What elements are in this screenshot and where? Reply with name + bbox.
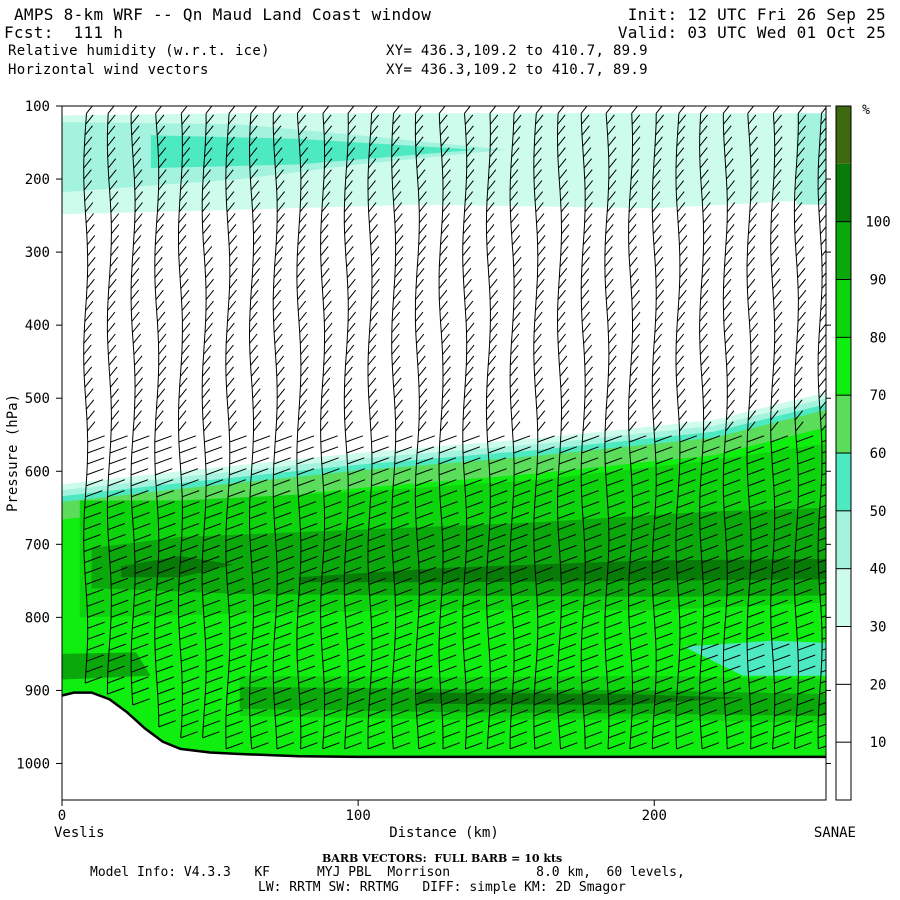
barb-note: BARB VECTORS: FULL BARB = 10 kts	[322, 852, 563, 865]
colorbar-label: 30	[870, 620, 887, 636]
wind-barb-column	[793, 106, 816, 750]
wind-barb-column	[746, 106, 769, 750]
wind-barb-column	[201, 106, 224, 739]
y-tick-label: 300	[25, 245, 50, 261]
wind-barb-column	[580, 106, 603, 750]
wind-barb-column	[509, 106, 532, 750]
colorbar-swatch	[836, 279, 851, 338]
colorbar-swatch	[836, 163, 851, 222]
colorbar-unit: %	[862, 103, 870, 118]
x-tick-label: 200	[642, 808, 667, 824]
wind-barb-column	[249, 106, 271, 750]
colorbar-label: 60	[870, 446, 887, 462]
colorbar-swatch	[836, 337, 851, 396]
wind-barb-column	[462, 106, 484, 750]
wind-barb-column	[83, 106, 105, 684]
right-endpoint-label: SANAE	[814, 825, 856, 841]
wind-barb-column	[817, 106, 826, 750]
wind-barb-column	[722, 106, 745, 750]
wind-barb-column	[225, 106, 247, 750]
wind-barb-column	[272, 106, 295, 750]
plot-frame	[61, 105, 827, 801]
colorbar-label: 10	[870, 735, 887, 751]
colorbar-swatch	[836, 221, 851, 280]
wind-barb-column	[391, 106, 413, 750]
y-tick-label: 900	[25, 683, 50, 699]
rh-upper-band-right	[796, 113, 826, 205]
wind-barb-column	[414, 106, 437, 750]
y-tick-label: 700	[25, 537, 50, 553]
chart-title: AMPS 8-km WRF -- Qn Maud Land Coast wind…	[14, 5, 432, 24]
colorbar-label: 50	[870, 504, 887, 520]
wind-barbs	[83, 106, 826, 750]
wind-barb-column	[628, 106, 650, 750]
model-info-line2: LW: RRTM SW: RRTMG DIFF: simple KM: 2D S…	[258, 880, 626, 895]
terrain-mask	[62, 692, 826, 800]
model-info-line1: Model Info: V4.3.3 KF MYJ PBL Morrison 8…	[90, 865, 685, 880]
y-axis-label: Pressure (hPa)	[5, 394, 21, 512]
y-tick-label: 1000	[16, 756, 50, 772]
wind-barb-column	[343, 106, 366, 750]
y-tick-label: 600	[25, 464, 50, 480]
colorbar-label: 70	[870, 388, 887, 404]
rh-contours	[62, 106, 826, 800]
y-tick-label: 200	[25, 172, 50, 188]
colorbar-swatch	[836, 510, 851, 569]
wind-barb-column	[367, 106, 390, 750]
wind-barb-column	[533, 106, 555, 750]
xy-endpoints-humidity: XY= 436.3,109.2 to 410.7, 89.9	[386, 43, 648, 59]
colorbar-swatch	[836, 684, 851, 743]
wind-barb-column	[485, 106, 508, 750]
rh-lower-100-b	[298, 558, 826, 583]
field-label-humidity: Relative humidity (w.r.t. ice)	[8, 43, 270, 59]
wind-barb-column	[557, 106, 579, 750]
y-tick-label: 800	[25, 610, 50, 626]
field-label-wind: Horizontal wind vectors	[8, 62, 209, 78]
y-tick-label: 400	[25, 318, 50, 334]
x-tick-label: 0	[58, 808, 66, 824]
wind-barb-column	[106, 106, 129, 695]
xy-endpoints-wind: XY= 436.3,109.2 to 410.7, 89.9	[386, 62, 648, 78]
colorbar-label: 20	[870, 677, 887, 693]
wind-barb-column	[770, 106, 792, 750]
colorbar-label: 90	[870, 273, 887, 289]
wind-barb-column	[178, 106, 200, 739]
wind-barb-column	[438, 106, 461, 750]
colorbar-swatch	[836, 742, 851, 800]
colorbar: 10 20 30 40 50 60 70 80 90 100%	[835, 103, 891, 801]
colorbar-swatch	[836, 106, 851, 164]
colorbar-swatch	[836, 453, 851, 511]
x-tick-label: 100	[345, 808, 370, 824]
terrain-outline	[62, 691, 826, 759]
y-tick-label: 100	[25, 99, 50, 115]
wind-barb-column	[699, 106, 721, 750]
wind-barb-column	[154, 106, 176, 728]
y-tick-label: 500	[25, 391, 50, 407]
colorbar-swatch	[836, 568, 851, 627]
left-endpoint-label: Veslis	[54, 825, 105, 841]
wind-barb-column	[604, 106, 626, 750]
wind-barb-column	[296, 106, 318, 750]
colorbar-swatch	[836, 626, 851, 685]
colorbar-label: 80	[870, 330, 887, 346]
forecast-hour: Fcst: 111 h	[4, 23, 124, 42]
colorbar-label: 100	[865, 215, 890, 231]
x-axis-label: Distance (km)	[389, 825, 499, 841]
colorbar-label: 40	[870, 562, 887, 578]
wind-barb-column	[651, 106, 674, 750]
wind-barb-column	[675, 106, 697, 750]
colorbar-swatch	[836, 395, 851, 453]
init-time: Init: 12 UTC Fri 26 Sep 25	[627, 5, 886, 24]
valid-time: Valid: 03 UTC Wed 01 Oct 25	[617, 23, 886, 42]
wind-barb-column	[320, 106, 342, 750]
rh-left-90	[62, 652, 151, 680]
wind-barb-column	[130, 106, 153, 706]
